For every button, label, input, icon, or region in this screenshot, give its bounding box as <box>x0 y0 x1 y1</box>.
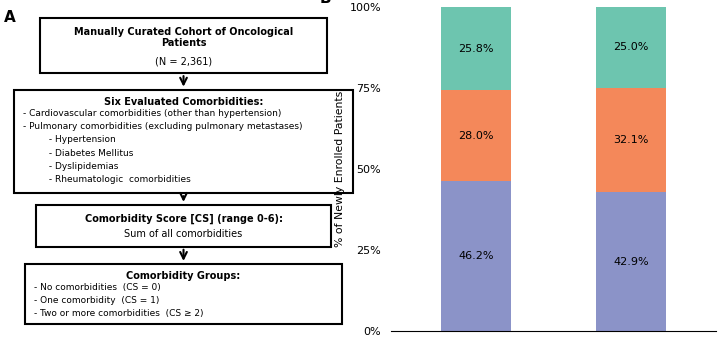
Text: Sum of all comorbidities: Sum of all comorbidities <box>125 229 243 239</box>
Text: - No comorbidities  (CS = 0): - No comorbidities (CS = 0) <box>34 283 161 292</box>
Text: Manually Curated Cohort of Oncological
Patients: Manually Curated Cohort of Oncological P… <box>74 27 293 48</box>
Text: 42.9%: 42.9% <box>613 257 649 267</box>
Text: Six Evaluated Comorbidities:: Six Evaluated Comorbidities: <box>104 97 264 107</box>
Text: - Cardiovascular comorbidities (other than hypertension): - Cardiovascular comorbidities (other th… <box>23 109 282 118</box>
Text: (N = 2,361): (N = 2,361) <box>155 56 212 66</box>
Text: 32.1%: 32.1% <box>613 135 649 145</box>
Bar <box>596 192 666 331</box>
Text: - Rheumatologic  comorbidities: - Rheumatologic comorbidities <box>23 175 191 184</box>
Bar <box>596 7 666 88</box>
Bar <box>441 91 511 181</box>
FancyBboxPatch shape <box>14 90 353 193</box>
Text: 46.2%: 46.2% <box>459 251 494 261</box>
Text: - Diabetes Mellitus: - Diabetes Mellitus <box>23 149 134 158</box>
Text: 25.8%: 25.8% <box>459 44 494 54</box>
FancyBboxPatch shape <box>36 205 331 247</box>
Bar <box>441 181 511 331</box>
Text: - Pulmonary comorbidities (excluding pulmonary metastases): - Pulmonary comorbidities (excluding pul… <box>23 122 303 131</box>
Y-axis label: % of Newly Enrolled Patients: % of Newly Enrolled Patients <box>336 91 346 247</box>
Text: A: A <box>4 10 15 25</box>
Text: - Dyslipidemias: - Dyslipidemias <box>23 162 119 171</box>
Text: B: B <box>319 0 331 5</box>
Text: Comorbidity Score [CS] (range 0-6):: Comorbidity Score [CS] (range 0-6): <box>84 214 282 224</box>
Text: - Two or more comorbidities  (CS ≥ 2): - Two or more comorbidities (CS ≥ 2) <box>34 309 204 318</box>
Text: 28.0%: 28.0% <box>459 131 494 141</box>
Text: 25.0%: 25.0% <box>613 42 649 52</box>
FancyBboxPatch shape <box>40 18 328 73</box>
FancyBboxPatch shape <box>25 264 342 324</box>
Text: - One comorbidity  (CS = 1): - One comorbidity (CS = 1) <box>34 296 160 305</box>
Bar <box>441 7 511 91</box>
Text: - Hypertension: - Hypertension <box>23 136 116 144</box>
Text: Comorbidity Groups:: Comorbidity Groups: <box>127 271 240 281</box>
Bar <box>596 88 666 192</box>
